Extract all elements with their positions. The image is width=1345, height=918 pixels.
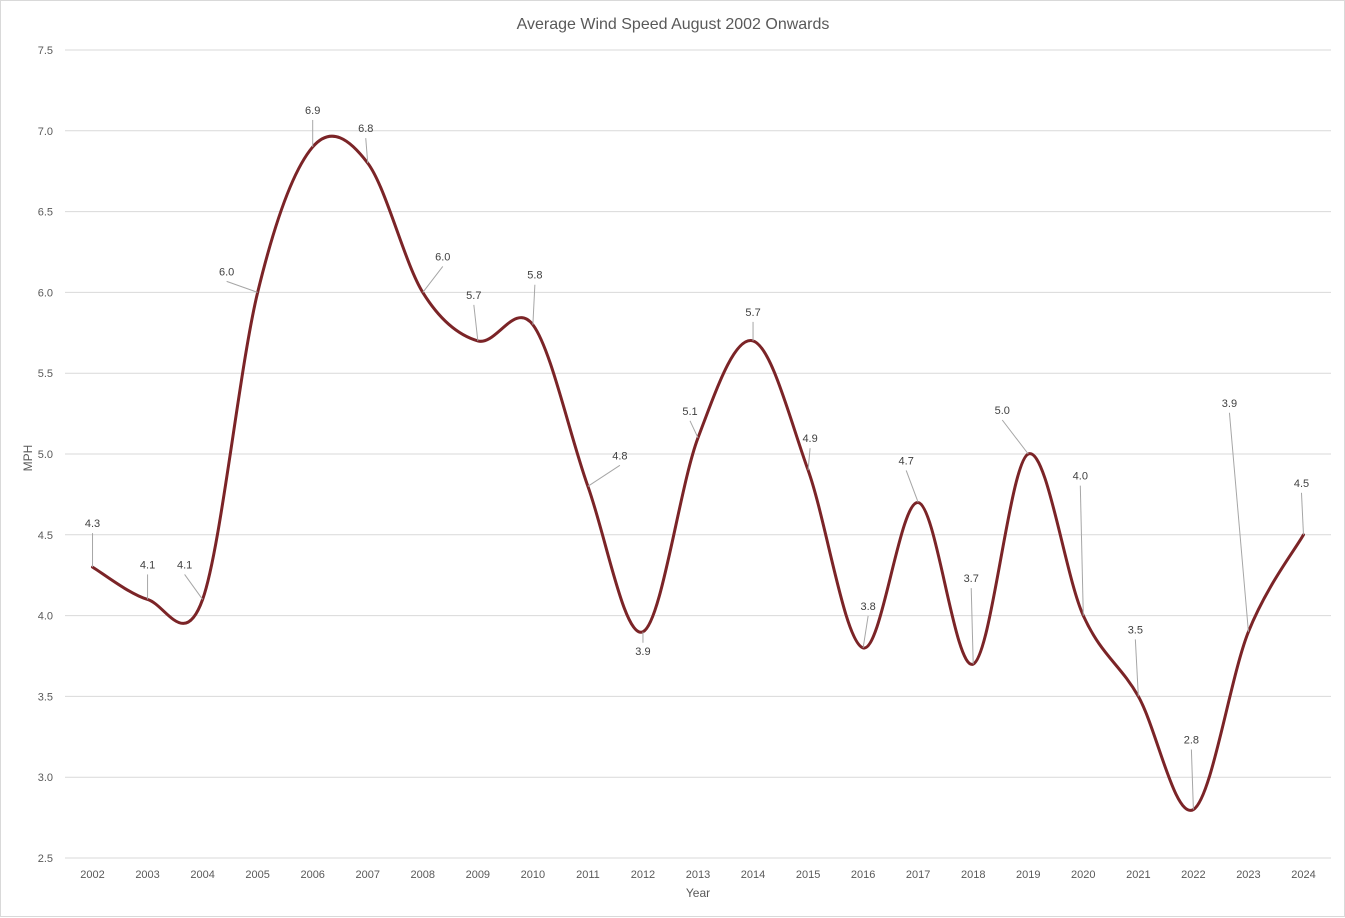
x-tick-label: 2005 <box>245 869 269 881</box>
leader-line <box>532 284 536 325</box>
x-tick-label: 2012 <box>631 869 655 881</box>
x-tick-label: 2016 <box>851 869 875 881</box>
series-group <box>91 134 1305 812</box>
leader-line <box>970 588 974 665</box>
data-label: 5.0 <box>995 405 1010 417</box>
data-label: 5.7 <box>745 307 760 319</box>
data-label: 4.7 <box>899 455 914 467</box>
x-tick-label: 2018 <box>961 869 985 881</box>
y-tick-label: 4.0 <box>38 611 53 623</box>
data-label: 3.7 <box>964 573 979 585</box>
x-tick-label: 2021 <box>1126 869 1150 881</box>
leader-line <box>184 574 204 600</box>
x-tick-label: 2019 <box>1016 869 1040 881</box>
y-tick-label: 6.0 <box>38 287 53 299</box>
x-tick-label: 2009 <box>466 869 490 881</box>
y-tick-label: 7.5 <box>38 45 53 57</box>
leader-line <box>689 420 699 439</box>
x-tick-label: 2002 <box>80 869 104 881</box>
leader-line <box>226 280 258 293</box>
data-labels: 4.3 4.1 4.1 6.0 6.9 6.8 6.0 5.7 5.8 4.8 3.9 5.1 5.7 4… <box>85 105 1309 810</box>
leader-line <box>1300 492 1304 535</box>
x-tick-label: 2017 <box>906 869 930 881</box>
data-label: 4.5 <box>1294 478 1309 490</box>
x-tick-label: 2014 <box>741 869 765 881</box>
data-label: 3.5 <box>1128 624 1143 636</box>
x-tick-label: 2006 <box>300 869 324 881</box>
y-axis-label: MPH <box>21 445 35 472</box>
y-tick-label: 5.5 <box>38 368 53 380</box>
x-tick-label: 2020 <box>1071 869 1095 881</box>
leader-line <box>1079 485 1084 616</box>
data-label: 5.8 <box>527 270 542 282</box>
x-tick-label: 2023 <box>1236 869 1260 881</box>
y-tick-label: 5.0 <box>38 449 53 461</box>
leader-line <box>1228 412 1249 632</box>
x-tick-label: 2015 <box>796 869 820 881</box>
leader-line <box>1001 419 1029 455</box>
leader-line <box>905 470 919 503</box>
leader-line <box>1190 749 1194 810</box>
data-label: 4.1 <box>140 559 155 571</box>
x-tick-label: 2011 <box>576 869 600 881</box>
leader-line <box>365 138 369 164</box>
y-axis-ticks: 2.5 3.0 3.5 4.0 4.5 5.0 5.5 6.0 6.5 7.0 7.5 <box>38 45 53 865</box>
leader-line <box>807 448 811 471</box>
x-axis-label: Year <box>686 886 710 900</box>
y-tick-label: 3.5 <box>38 691 53 703</box>
data-label: 4.3 <box>85 518 100 530</box>
leader-line <box>587 464 621 487</box>
x-tick-label: 2004 <box>190 869 214 881</box>
leader-line <box>473 304 479 341</box>
y-tick-label: 7.0 <box>38 126 53 138</box>
leader-line <box>862 615 869 648</box>
series-line <box>91 134 1305 812</box>
y-tick-label: 4.5 <box>38 530 53 542</box>
y-tick-label: 3.0 <box>38 772 53 784</box>
leader-line <box>422 266 444 293</box>
leader-line <box>1134 639 1139 697</box>
y-tick-label: 2.5 <box>38 853 53 865</box>
data-label: 6.0 <box>435 251 450 263</box>
data-label: 3.9 <box>635 646 650 658</box>
chart-title: Average Wind Speed August 2002 Onwards <box>517 16 830 33</box>
x-tick-label: 2013 <box>686 869 710 881</box>
x-tick-label: 2010 <box>521 869 545 881</box>
data-label: 5.1 <box>682 406 697 418</box>
x-tick-label: 2007 <box>355 869 379 881</box>
data-label: 6.0 <box>219 266 234 278</box>
x-tick-label: 2022 <box>1181 869 1205 881</box>
data-label: 6.8 <box>358 123 373 135</box>
data-label: 4.9 <box>802 433 817 445</box>
data-label: 2.8 <box>1184 735 1199 747</box>
data-label: 6.9 <box>305 105 320 117</box>
data-label: 4.8 <box>612 450 627 462</box>
x-tick-label: 2024 <box>1291 869 1315 881</box>
x-tick-label: 2008 <box>411 869 435 881</box>
data-label: 4.0 <box>1073 471 1088 483</box>
gridlines <box>65 49 1331 859</box>
y-tick-label: 6.5 <box>38 207 53 219</box>
data-label: 5.7 <box>466 290 481 302</box>
data-label: 4.1 <box>177 559 192 571</box>
data-label: 3.8 <box>860 601 875 613</box>
x-tick-label: 2003 <box>135 869 159 881</box>
x-axis-ticks: 2002 2003 2004 2005 2006 2007 2008 2009 2010 2011… <box>80 869 1315 881</box>
data-label: 3.9 <box>1222 398 1237 410</box>
